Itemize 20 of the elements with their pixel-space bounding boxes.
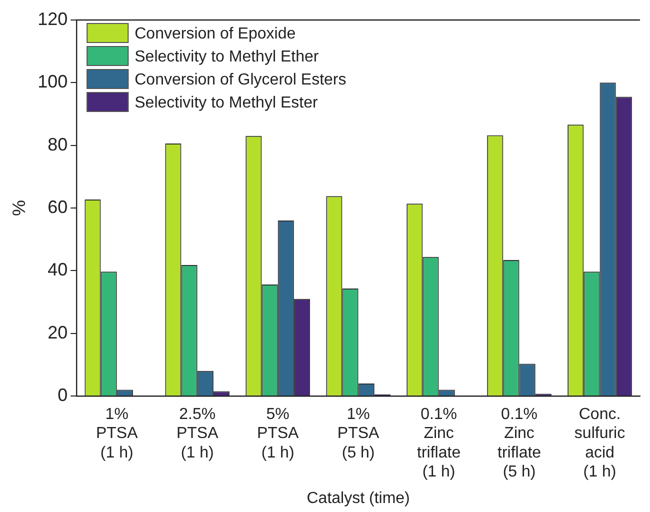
legend-label: Conversion of Glycerol Esters: [134, 71, 346, 88]
legend-label: Conversion of Epoxide: [134, 25, 296, 42]
y-tick-label: 0: [58, 384, 68, 405]
x-tick-label: 1% PTSA (5 h): [337, 406, 380, 462]
legend-label: Selectivity to Methyl Ester: [134, 94, 318, 112]
x-tick-label: 0.1% Zinc triflate (5 h): [497, 406, 542, 481]
x-tick-label: 0.1% Zinc triflate (1 h): [417, 406, 461, 481]
x-tick-label: 1% PTSA (1 h): [96, 406, 138, 462]
legend-label: Selectivity to Methyl Ether: [134, 48, 320, 66]
x-tick-label: Conc. sulfuric acid (1 h): [574, 406, 626, 481]
x-tick-label: 5% PTSA (1 h): [256, 406, 300, 462]
x-tick-label: 2.5% PTSA (1 h): [176, 406, 219, 462]
y-tick-label: 40: [48, 260, 68, 280]
y-tick-label: 80: [48, 134, 68, 154]
y-tick-label: 60: [48, 196, 68, 217]
y-tick-label: 120: [38, 8, 68, 29]
y-axis-title: %: [8, 200, 29, 216]
x-axis-title: Catalyst (time): [306, 490, 410, 507]
y-tick-label: 20: [48, 322, 68, 342]
y-tick-label: 100: [38, 72, 68, 92]
